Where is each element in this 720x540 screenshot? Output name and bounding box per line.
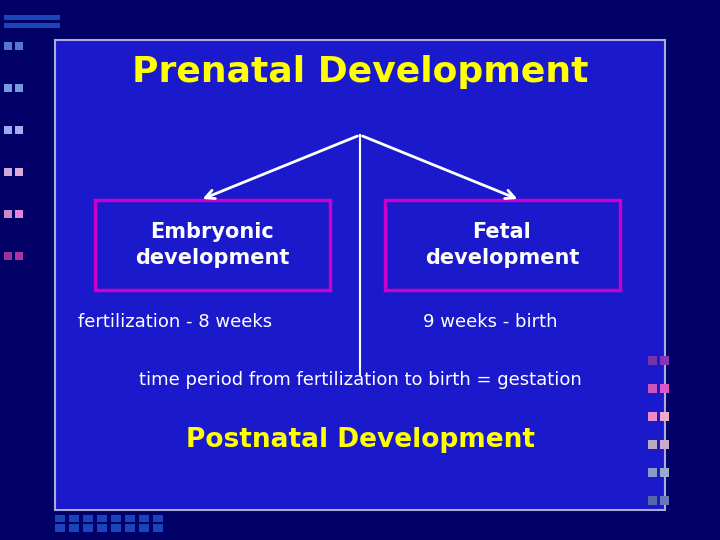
Bar <box>648 496 657 505</box>
Bar <box>53 23 60 28</box>
Bar <box>139 524 149 532</box>
Bar <box>15 252 23 260</box>
Bar <box>11 15 18 20</box>
Bar <box>39 23 46 28</box>
Bar <box>4 84 12 92</box>
Bar <box>95 200 330 290</box>
Bar <box>69 515 79 522</box>
Bar <box>25 23 32 28</box>
Text: time period from fertilization to birth = gestation: time period from fertilization to birth … <box>139 371 581 389</box>
Bar <box>53 15 60 20</box>
Bar <box>15 84 23 92</box>
Bar <box>11 23 18 28</box>
Bar <box>32 15 39 20</box>
Bar <box>55 515 65 522</box>
Bar <box>4 252 12 260</box>
Bar <box>4 15 11 20</box>
Bar <box>660 412 669 421</box>
Bar <box>4 126 12 134</box>
Bar <box>648 384 657 393</box>
Bar <box>660 496 669 505</box>
Bar <box>46 23 53 28</box>
Bar <box>15 42 23 50</box>
Bar <box>69 524 79 532</box>
Bar <box>660 468 669 477</box>
Bar <box>46 15 53 20</box>
Bar <box>97 524 107 532</box>
Bar <box>97 515 107 522</box>
Bar <box>153 515 163 522</box>
Bar <box>32 23 39 28</box>
Bar <box>111 524 121 532</box>
Bar <box>83 515 93 522</box>
Bar <box>125 524 135 532</box>
Bar <box>83 524 93 532</box>
Bar <box>39 15 46 20</box>
Bar <box>55 524 65 532</box>
Bar <box>15 168 23 176</box>
Bar <box>4 42 12 50</box>
Bar <box>55 40 665 510</box>
Bar <box>153 524 163 532</box>
Text: Postnatal Development: Postnatal Development <box>186 427 534 453</box>
Bar <box>15 126 23 134</box>
Text: fertilization - 8 weeks: fertilization - 8 weeks <box>78 313 272 331</box>
Text: Prenatal Development: Prenatal Development <box>132 55 588 89</box>
Bar <box>18 23 25 28</box>
Bar <box>648 412 657 421</box>
Bar <box>660 356 669 365</box>
Bar <box>4 168 12 176</box>
Bar <box>4 23 11 28</box>
Bar <box>18 15 25 20</box>
Bar <box>648 356 657 365</box>
Text: 9 weeks - birth: 9 weeks - birth <box>423 313 557 331</box>
Bar <box>125 515 135 522</box>
Bar <box>660 384 669 393</box>
Bar <box>15 210 23 218</box>
Bar <box>111 515 121 522</box>
Bar <box>25 15 32 20</box>
Bar <box>385 200 620 290</box>
Bar <box>648 440 657 449</box>
Bar <box>4 210 12 218</box>
Bar <box>660 440 669 449</box>
Text: Fetal
development: Fetal development <box>425 222 579 268</box>
Bar <box>139 515 149 522</box>
Bar <box>648 468 657 477</box>
Text: Embryonic
development: Embryonic development <box>135 222 289 268</box>
